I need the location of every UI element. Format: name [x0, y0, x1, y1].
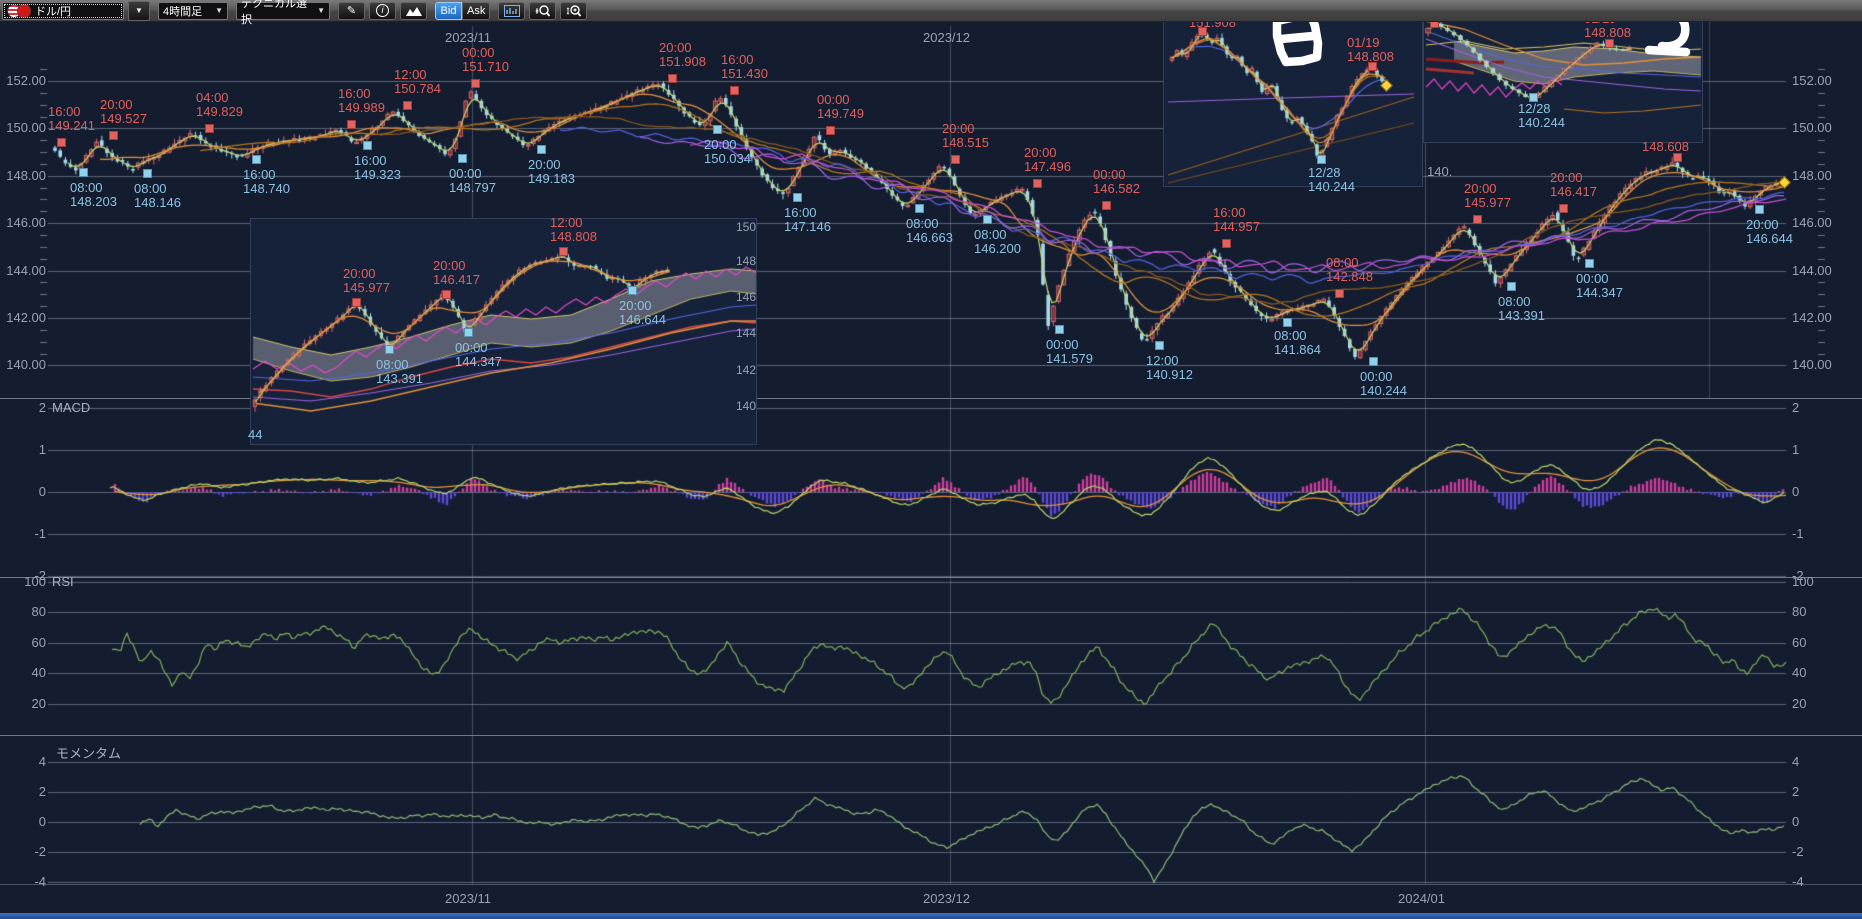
mountain-icon — [405, 6, 422, 16]
pane-divider-macd-rsi — [0, 577, 1862, 578]
inset-daily-chart[interactable] — [1163, 0, 1423, 187]
info-icon: i — [376, 4, 389, 17]
chevron-down-icon: ▼ — [317, 6, 325, 15]
bar-chart-icon — [503, 4, 520, 17]
ask-button[interactable]: Ask — [462, 1, 491, 20]
japan-flag-icon — [17, 3, 31, 18]
currency-pair-dropdown-button[interactable]: ▼ — [128, 0, 150, 21]
zoom-out-button[interactable] — [529, 1, 557, 20]
chart-type-button[interactable] — [498, 1, 526, 20]
pane-divider-bottom — [0, 884, 1862, 885]
currency-pair-label: ドル/円 — [35, 5, 72, 18]
pane-divider-main-macd — [0, 398, 1862, 399]
area-chart-button[interactable] — [400, 1, 427, 20]
ask-label: Ask — [467, 4, 486, 17]
zoom-in-button[interactable] — [560, 1, 588, 20]
bid-label: Bid — [440, 4, 457, 17]
technical-label: テクニカル選択 — [241, 0, 307, 26]
draw-tool-button[interactable]: ✎ — [338, 1, 365, 20]
timeframe-label: 4時間足 — [163, 5, 203, 18]
zoom-in-icon — [566, 4, 582, 17]
zoom-out-icon — [535, 4, 551, 17]
currency-pair-select[interactable]: ドル/円 — [2, 1, 124, 20]
pencil-icon: ✎ — [346, 5, 357, 17]
chevron-down-icon: ▼ — [215, 6, 223, 15]
horizontal-scrollbar[interactable] — [0, 913, 1862, 919]
inset-zoom-chart[interactable] — [250, 218, 757, 445]
pane-divider-rsi-momentum — [0, 735, 1862, 736]
timeframe-select[interactable]: 4時間足 ▼ — [158, 1, 228, 20]
technical-select[interactable]: テクニカル選択 ▼ — [236, 0, 330, 26]
info-button[interactable]: i — [369, 1, 396, 20]
bid-button[interactable]: Bid — [435, 1, 462, 20]
toolbar: ドル/円 ▼ 4時間足 ▼ テクニカル選択 ▼ ✎ i Bid Ask — [0, 0, 1862, 26]
